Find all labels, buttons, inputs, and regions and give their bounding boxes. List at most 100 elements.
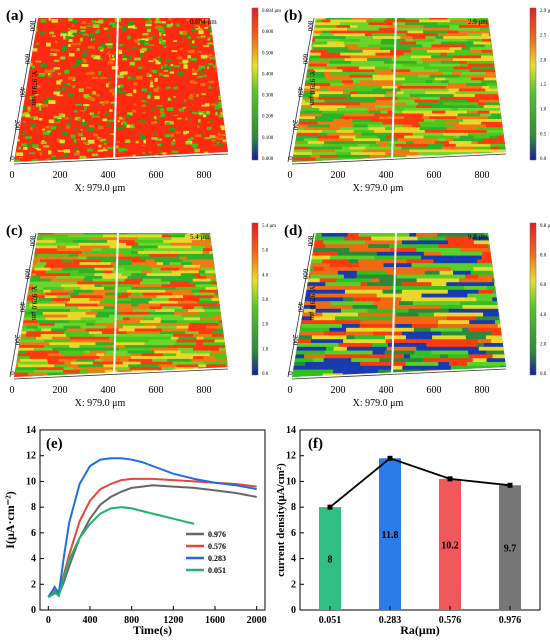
surface-speck [125, 57, 130, 62]
surface-speck [42, 100, 48, 104]
surface-speck [213, 27, 218, 31]
x-tick-label: 0.976 [499, 615, 522, 626]
surface-streak [326, 18, 352, 21]
y-tick-label: 0 [286, 371, 294, 375]
surface-streak [115, 367, 131, 371]
surface-streak [393, 80, 426, 84]
surface-streak [64, 356, 100, 360]
height-max-label: 2.9 μm [468, 18, 488, 26]
surface-speck [149, 80, 153, 83]
surface-streak [402, 365, 451, 371]
surface-streak [33, 369, 64, 374]
surface-streak [326, 346, 334, 352]
surface-streak [389, 141, 407, 145]
surface-speck [58, 70, 62, 74]
surface-speck [106, 100, 112, 103]
surface-speck [166, 117, 171, 119]
surface-streak [292, 365, 308, 371]
surface-speck [154, 20, 161, 24]
surface-speck [230, 133, 234, 136]
surface-streak [382, 121, 419, 126]
surface-streak [311, 316, 335, 321]
surface-speck [203, 151, 208, 155]
surface-streak [405, 22, 438, 26]
surface-speck [141, 88, 147, 92]
surface-speck [37, 148, 41, 151]
surface-streak [370, 119, 393, 123]
surface-speck [36, 95, 42, 98]
surface-speck [178, 108, 185, 112]
surface-speck [206, 166, 213, 170]
colorbar-tick-label: 5.4 μm [262, 224, 276, 229]
surface-speck [200, 21, 208, 25]
surface-speck [114, 159, 121, 162]
surface-speck [169, 158, 175, 161]
surface-streak [436, 316, 448, 321]
surface-streak [467, 99, 479, 104]
surface-streak [179, 328, 188, 332]
surface-speck [209, 119, 213, 122]
surface-streak [53, 334, 66, 338]
surface-streak [37, 229, 53, 232]
surface-streak [329, 263, 360, 268]
surface-speck [91, 20, 96, 24]
surface-streak [63, 336, 70, 341]
surface-speck [51, 160, 55, 162]
surface-speck [210, 103, 216, 106]
surface-streak [446, 138, 454, 142]
surface-streak [412, 132, 423, 137]
colorbar-tick-label: 2.5 [540, 34, 547, 39]
surface-streak [452, 105, 484, 109]
surface-speck [139, 120, 147, 123]
surface-speck [60, 143, 63, 145]
surface-streak [103, 364, 129, 368]
surface-speck [78, 88, 84, 92]
surface-streak [344, 58, 368, 62]
surface-speck [19, 28, 24, 33]
surface-speck [183, 67, 191, 70]
surface-speck [80, 26, 87, 29]
surface-streak [36, 234, 55, 238]
surface-speck [135, 75, 143, 80]
surface-streak [55, 234, 68, 238]
surface-speck [14, 32, 20, 36]
surface-streak [489, 33, 506, 37]
surface-speck [191, 143, 199, 147]
surface-streak [14, 323, 40, 327]
surface-streak [336, 66, 359, 70]
surface-streak [134, 240, 164, 244]
surface-speck [192, 41, 195, 44]
panel-label: (e) [46, 436, 63, 452]
surface-streak [490, 138, 506, 142]
colorbar-tick-label: 1.0 [540, 108, 547, 113]
surface-speck [148, 91, 152, 95]
surface-streak [450, 152, 474, 156]
surface-streak [351, 358, 380, 363]
surface-streak [357, 25, 390, 29]
colorbar-tick-label: 0.000 [262, 157, 274, 162]
surface-streak [387, 343, 427, 348]
surface-streak [502, 55, 506, 59]
surface-streak [468, 354, 493, 359]
legend-label: 0.283 [208, 554, 226, 563]
surface-streak [334, 149, 364, 153]
surface-streak [376, 72, 408, 76]
surface-streak [292, 316, 312, 321]
surface-speck [227, 140, 228, 144]
surface-streak [449, 362, 468, 367]
surface-streak [330, 30, 346, 34]
surface-streak [382, 85, 398, 90]
surface-speck [192, 26, 199, 29]
surface-speck [216, 18, 223, 20]
surface-speck [132, 25, 136, 29]
surface-streak [176, 320, 213, 324]
surface-streak [348, 259, 359, 264]
surface-streak [389, 244, 439, 249]
surface-streak [227, 309, 228, 313]
surface-speck [202, 114, 207, 118]
surface-streak [292, 30, 295, 34]
surface-streak [370, 278, 380, 283]
surface-speck [36, 103, 41, 107]
surface-streak [52, 336, 64, 341]
surface-streak [447, 316, 477, 321]
